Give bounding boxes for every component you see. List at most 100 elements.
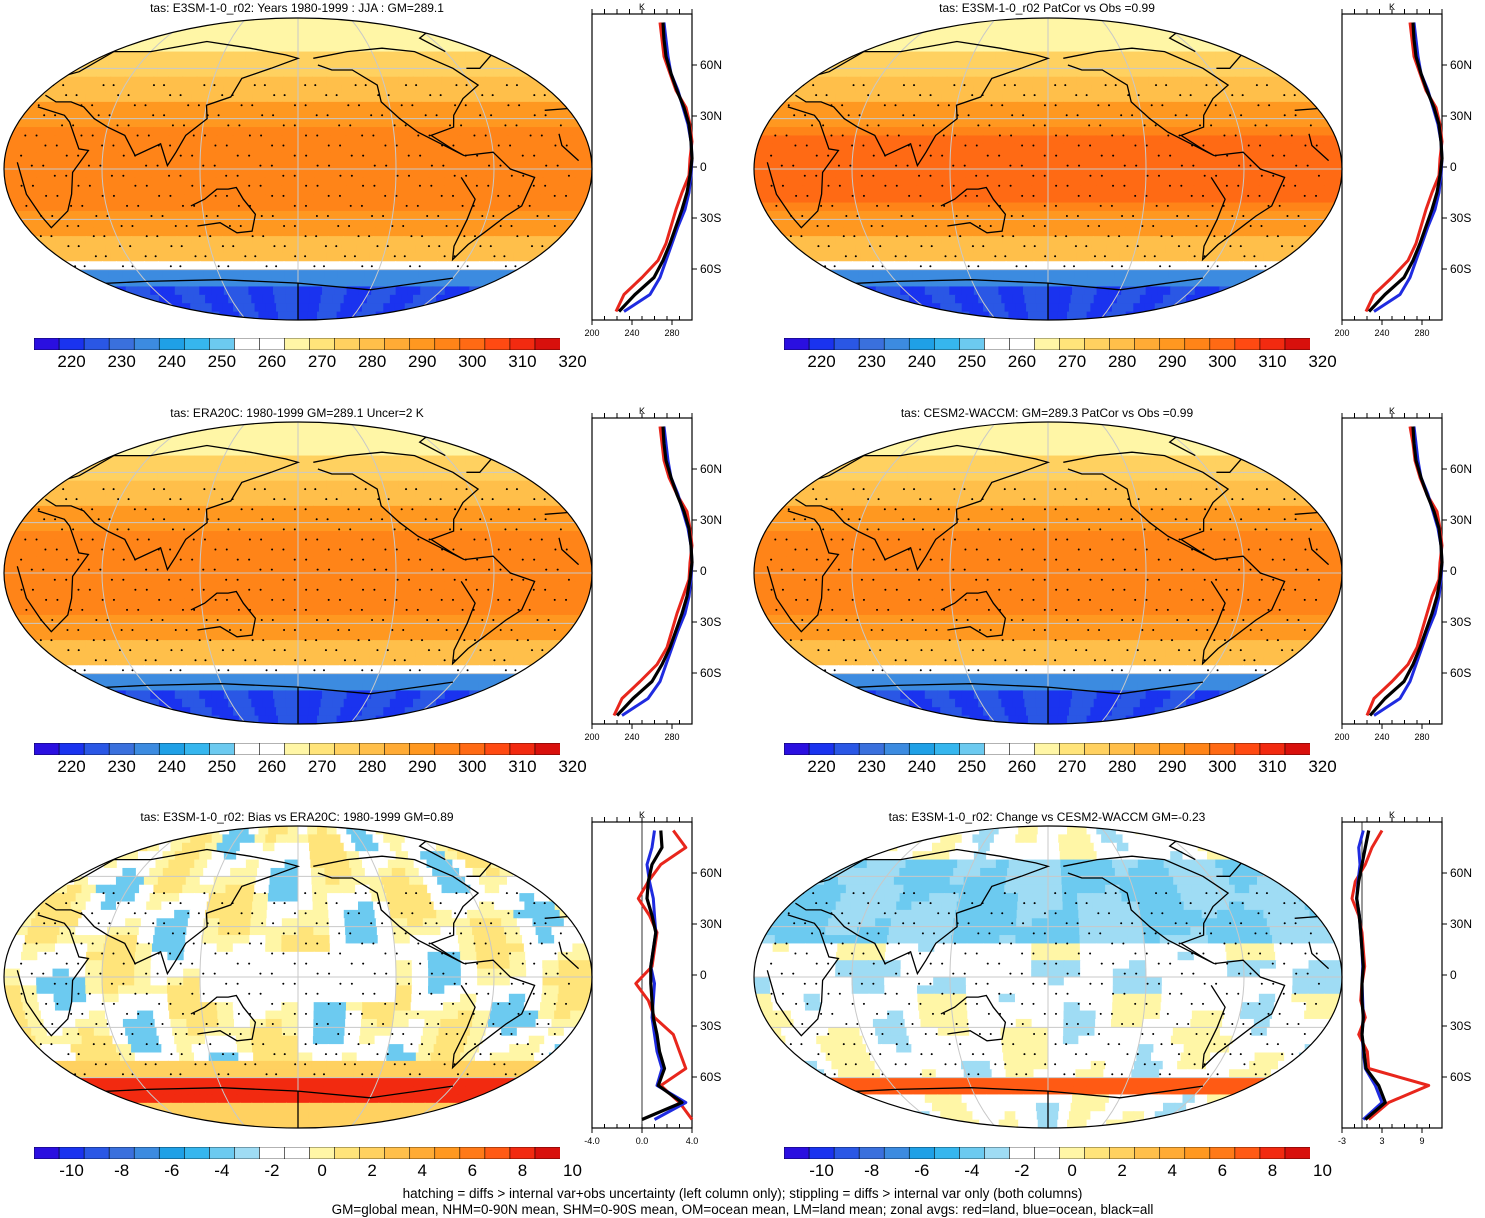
colorbar-tick-label: 290 <box>1158 757 1187 776</box>
lat-tick-label: 60N <box>1450 462 1472 476</box>
zonal-units: K <box>639 2 645 12</box>
colorbar-tick-label: 230 <box>857 757 886 776</box>
lat-tick-label: 60S <box>1450 1070 1471 1084</box>
colorbar-tick-label: 260 <box>1007 757 1037 776</box>
zonal-line-land <box>1365 426 1444 717</box>
lat-tick-label: 30S <box>1450 211 1471 225</box>
colorbar-tick-label: 220 <box>57 352 86 371</box>
zonal-line-land <box>614 22 694 313</box>
colorbar-tick-label: 320 <box>1308 352 1337 371</box>
colorbar-tick-label: 290 <box>1158 352 1187 371</box>
colorbar-tick-label: 310 <box>508 757 537 776</box>
zonal-units: K <box>639 810 645 820</box>
colorbar-tick-label: 2 <box>367 1161 377 1180</box>
zonal-line-all <box>1355 830 1387 1121</box>
lat-tick-label: 60S <box>1450 262 1471 276</box>
colorbar-tick-label: 320 <box>558 352 587 371</box>
colorbar-tick-label: 220 <box>807 352 836 371</box>
colorbar-tick-label: 230 <box>107 757 136 776</box>
panel-title-p1: tas: E3SM-1-0_r02: Years 1980-1999 : JJA… <box>150 1 444 15</box>
colorbar-tick-label: 220 <box>57 757 86 776</box>
colorbar-tick-label: -6 <box>164 1161 180 1180</box>
colorbar-tick-label: -2 <box>1014 1161 1030 1180</box>
zonal-xtick-label: 200 <box>1334 732 1349 742</box>
zonal-xtick-label: 280 <box>664 328 679 338</box>
colorbar-tick-label: 280 <box>1107 757 1137 776</box>
colorbar-tick-label: 10 <box>1313 1161 1332 1180</box>
colorbar-tick-label: 260 <box>257 757 287 776</box>
zonal-xtick-label: 240 <box>624 328 639 338</box>
colorbar-tick-label: 250 <box>207 352 237 371</box>
colorbar-p4 <box>784 743 1310 755</box>
panel-title-p6: tas: E3SM-1-0_r02: Change vs CESM2-WACCM… <box>888 810 1206 824</box>
lat-tick-label: 30N <box>1450 513 1472 527</box>
panel-title-p4: tas: CESM2-WACCM: GM=289.3 PatCor vs Obs… <box>900 406 1194 420</box>
colorbar-tick-label: 230 <box>857 352 886 371</box>
colorbar-tick-label: 310 <box>1258 757 1287 776</box>
colorbar-p2 <box>784 338 1310 350</box>
colorbar-tick-label: 4 <box>1167 1161 1177 1180</box>
colorbar-tick-label: -4 <box>214 1161 230 1180</box>
lat-tick-label: 0 <box>1450 968 1457 982</box>
zonal-xtick-label: 200 <box>584 732 599 742</box>
colorbar-p5 <box>34 1147 560 1159</box>
zonal-line-all <box>1367 22 1444 313</box>
zonal-xtick-label: 280 <box>1414 732 1429 742</box>
colorbar-tick-label: 320 <box>558 757 587 776</box>
lat-tick-label: 30S <box>1450 615 1471 629</box>
colorbar-tick-label: 230 <box>107 352 136 371</box>
map-p6 <box>753 825 1343 1129</box>
zonal-plot-p1: K 60N 30N 0 30S 60S 200 240 280 <box>584 2 722 338</box>
colorbar-tick-label: 290 <box>408 352 437 371</box>
colorbar-tick-label: -4 <box>964 1161 980 1180</box>
colorbar-tick-label: 240 <box>157 352 186 371</box>
colorbar-tick-label: 270 <box>1057 352 1087 371</box>
colorbar-tick-label: 270 <box>307 757 337 776</box>
map-p2 <box>753 17 1343 321</box>
map-p4 <box>753 421 1343 725</box>
lat-tick-label: 60N <box>700 462 722 476</box>
colorbar-tick-label: 250 <box>957 352 987 371</box>
zonal-plot-p2: K 60N 30N 0 30S 60S 200 240 280 <box>1334 2 1472 338</box>
lat-tick-label: 30S <box>700 615 721 629</box>
zonal-units: K <box>1389 2 1395 12</box>
zonal-plot-p6: K 60N 30N 0 30S 60S -3 3 9 <box>1338 810 1472 1146</box>
colorbar-tick-label: 0 <box>317 1161 327 1180</box>
zonal-line-all <box>615 426 694 717</box>
lat-tick-label: 60N <box>700 866 722 880</box>
colorbar-tick-label: 240 <box>157 757 186 776</box>
zonal-units: K <box>639 406 645 416</box>
panel-title-p2: tas: E3SM-1-0_r02 PatCor vs Obs =0.99 <box>939 1 1155 15</box>
lat-tick-label: 30N <box>700 109 722 123</box>
zonal-plot-p3: K 60N 30N 0 30S 60S 200 240 280 <box>584 406 722 742</box>
map-p5 <box>3 825 593 1129</box>
footnote-line1: hatching = diffs > internal var+obs unce… <box>402 1186 1083 1201</box>
lat-tick-label: 0 <box>700 968 707 982</box>
colorbar-tick-label: 6 <box>467 1161 478 1180</box>
zonal-xtick-label: 200 <box>584 328 599 338</box>
colorbar-tick-label: -8 <box>114 1161 130 1180</box>
colorbar-tick-label: 300 <box>458 352 487 371</box>
map-p3 <box>3 421 593 725</box>
colorbar-tick-label: 2 <box>1117 1161 1127 1180</box>
colorbar-tick-label: 8 <box>1267 1161 1278 1180</box>
lat-tick-label: 60N <box>1450 866 1472 880</box>
colorbar-p6 <box>784 1147 1310 1159</box>
colorbar-tick-label: -6 <box>914 1161 930 1180</box>
zonal-plot-p4: K 60N 30N 0 30S 60S 200 240 280 <box>1334 406 1472 742</box>
colorbar-tick-label: 320 <box>1308 757 1337 776</box>
lat-tick-label: 60S <box>1450 666 1471 680</box>
panel-title-p5: tas: E3SM-1-0_r02: Bias vs ERA20C: 1980-… <box>140 810 454 824</box>
zonal-line-all <box>617 22 694 313</box>
colorbar-tick-label: 6 <box>1217 1161 1228 1180</box>
colorbar-tick-label: 310 <box>508 352 537 371</box>
panel-title-p3: tas: ERA20C: 1980-1999 GM=289.1 Uncer=2 … <box>170 406 424 420</box>
footnote-line2: GM=global mean, NHM=0-90N mean, SHM=0-90… <box>331 1202 1154 1217</box>
colorbar-tick-label: 220 <box>807 757 836 776</box>
colorbar-tick-label: 290 <box>408 757 437 776</box>
lat-tick-label: 30N <box>1450 109 1472 123</box>
lat-tick-label: 0 <box>700 564 707 578</box>
zonal-units: K <box>1389 406 1395 416</box>
colorbar-tick-label: 300 <box>1208 352 1237 371</box>
colorbar-tick-label: 240 <box>907 352 936 371</box>
